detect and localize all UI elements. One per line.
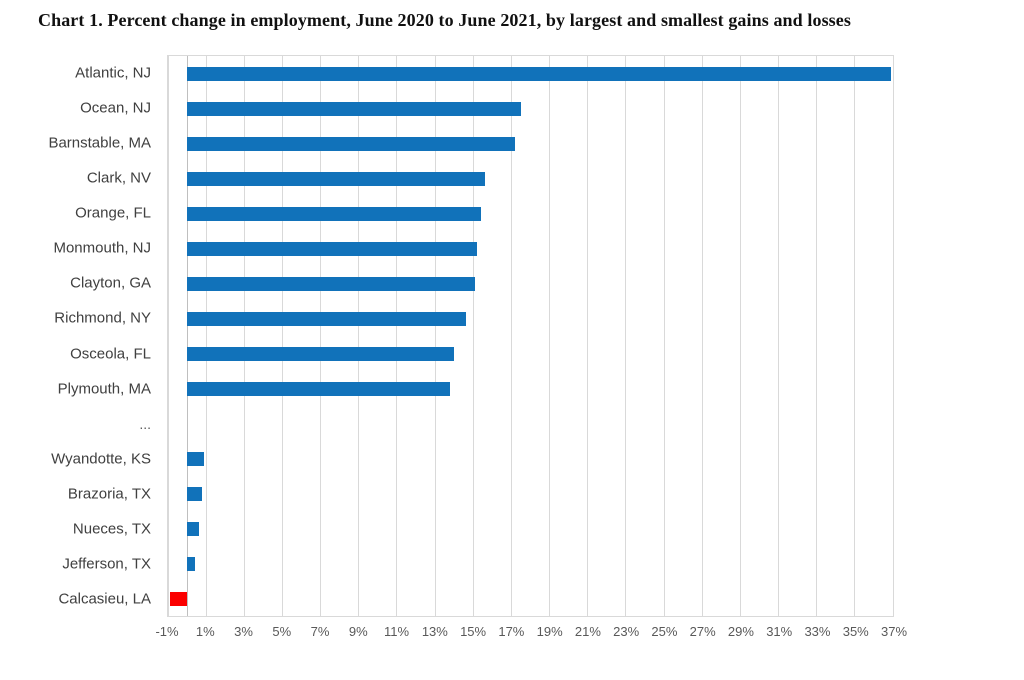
category-label: Richmond, NY [54,309,151,327]
bar-monmouth-nj [187,241,478,256]
gridline-17pct [510,56,512,616]
category-label: Calcasieu, LA [58,590,151,608]
x-tick-label: 27% [689,624,716,639]
category-label: Barnstable, MA [48,134,151,152]
separator-ellipsis: ... [139,415,151,432]
category-label: Jefferson, TX [62,555,151,573]
category-label: Osceola, FL [70,345,151,363]
x-tick-label: 9% [348,624,368,639]
category-label: Monmouth, NJ [53,239,151,257]
category-label: Ocean, NJ [80,99,151,117]
bar-clayton-ga [187,276,476,291]
category-label: Orange, FL [75,204,151,222]
gridline-31pct [778,56,780,616]
x-tick-label: 5% [272,624,292,639]
bar-ocean-nj [187,101,521,116]
bar-orange-fl [187,206,481,221]
bar-clark-nv [187,171,485,186]
category-label: Brazoria, TX [67,485,151,503]
x-tick-label: 35% [842,624,869,639]
gridline-11pct [396,56,398,616]
gridline-13pct [434,56,436,616]
category-label: Wyandotte, KS [51,450,151,468]
gridline-25pct [663,56,665,616]
zero-axis-line [186,56,188,616]
x-tick-label: 17% [498,624,525,639]
x-tick-label: 25% [651,624,678,639]
category-label: Plymouth, MA [57,380,151,398]
gridline-1pct [205,56,207,616]
x-tick-label: 37% [880,624,908,639]
bar-osceola-fl [187,346,455,361]
x-tick-label: 19% [536,624,563,639]
gridline-33pct [816,56,818,616]
gridline-3pct [243,56,245,616]
category-label: Clark, NV [86,169,151,187]
gridline-29pct [739,56,741,616]
y-axis-category-labels: Atlantic, NJ Ocean, NJ Barnstable, MA Clark… [0,55,159,617]
x-tick-label: 33% [804,624,831,639]
category-label: Atlantic, NJ [75,64,151,82]
x-tick-label: 29% [727,624,754,639]
plot-area [167,55,894,617]
x-tick-label: -1% [155,624,179,639]
gridline-35pct [854,56,856,616]
bar-nueces-tx [187,521,199,536]
bar-plymouth-ma [187,381,451,396]
bar-richmond-ny [187,311,466,326]
x-tick-label: 21% [574,624,601,639]
x-axis-tick-labels: -1% 1% 3% 5% 7% 9% 11% 13% 15% 17% 19% 21% 23% 25% 27%… [155,624,907,644]
chart-title: Chart 1. Percent change in employment, J… [38,10,851,30]
x-tick-label: 1% [195,624,215,639]
x-tick-label: 7% [310,624,330,639]
bar-calcasieu-la [169,591,188,606]
gridline-37pct [892,56,894,616]
x-tick-label: 13% [421,624,448,639]
gridline-5pct [281,56,283,616]
x-tick-label: 15% [460,624,487,639]
bar-jefferson-tx [187,556,195,571]
bar-brazoria-tx [187,486,203,501]
x-tick-label: 31% [766,624,793,639]
x-tick-label: 11% [384,624,410,639]
gridline-15pct [472,56,474,616]
gridline-23pct [625,56,627,616]
gridline-7pct [320,56,322,616]
bar-barnstable-ma [187,136,516,151]
gridline-27pct [701,56,703,616]
bar-wyandotte-ks [187,451,205,466]
gridline-19pct [549,56,551,616]
x-tick-label: 23% [613,624,640,639]
category-label: Nueces, TX [72,520,151,538]
x-tick-label: 3% [234,624,253,639]
category-label: Clayton, GA [70,274,151,292]
bar-atlantic-nj [187,66,892,81]
gridline-21pct [587,56,589,616]
gridline-9pct [358,56,360,616]
gridline--1pct [167,56,169,616]
